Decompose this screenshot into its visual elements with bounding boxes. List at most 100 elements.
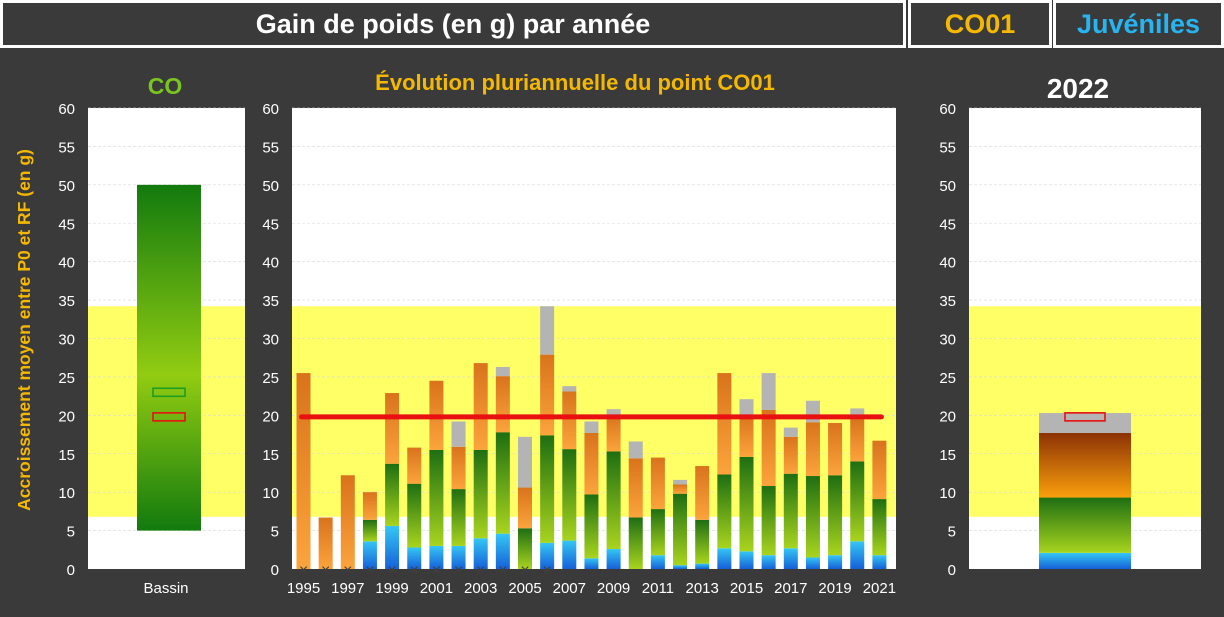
bar-2014-blue bbox=[717, 548, 732, 569]
bar-2006-gray bbox=[540, 306, 555, 355]
bar-2004-green bbox=[495, 432, 510, 534]
x-tick-label: 2005 bbox=[508, 580, 541, 597]
co-y-tick-label: 5 bbox=[67, 524, 75, 541]
cross-marker-2005: × bbox=[520, 562, 529, 579]
main-y-tick-label: 35 bbox=[262, 293, 279, 310]
bar-2010-orange bbox=[628, 458, 643, 518]
year-y-tick-label: 60 bbox=[939, 101, 956, 118]
co-panel-title: CO bbox=[148, 73, 183, 99]
bar-2004-blue bbox=[495, 533, 510, 569]
bar-1998-blue bbox=[362, 541, 377, 569]
bar-2008-blue bbox=[584, 558, 599, 569]
cross-marker-2002: × bbox=[454, 562, 463, 579]
co-y-tick-label: 45 bbox=[58, 216, 75, 233]
bar-2007-green bbox=[562, 449, 577, 541]
y-axis-label: Accroissement moyen entre P0 et RF (en g… bbox=[14, 149, 34, 511]
bar-2011-blue bbox=[650, 555, 665, 569]
header-stage: Juvéniles bbox=[1076, 8, 1201, 39]
year-bar-green bbox=[1039, 497, 1131, 553]
header-code-box: CO01 bbox=[908, 0, 1052, 48]
bar-2019-orange bbox=[828, 423, 843, 476]
co-y-tick-label: 30 bbox=[58, 332, 75, 349]
bar-2009-blue bbox=[606, 549, 621, 569]
cross-marker-2000: × bbox=[410, 562, 419, 579]
main-panel-title: Évolution pluriannuelle du point CO01 bbox=[375, 70, 775, 95]
year-bar-orange bbox=[1039, 433, 1131, 498]
main-y-tick-label: 20 bbox=[262, 408, 279, 425]
bar-2020-orange bbox=[850, 419, 865, 462]
main-y-tick-label: 40 bbox=[262, 255, 279, 272]
co-y-tick-label: 50 bbox=[58, 178, 75, 195]
bar-2002-orange bbox=[451, 446, 466, 490]
bar-2007-gray bbox=[562, 386, 577, 392]
x-tick-label: 2019 bbox=[818, 580, 851, 597]
year-y-tick-label: 25 bbox=[939, 370, 956, 387]
cross-marker-2006: × bbox=[542, 562, 551, 579]
bar-2020-green bbox=[850, 461, 865, 542]
bar-2004-gray bbox=[495, 366, 510, 377]
bar-2016-gray bbox=[761, 373, 776, 410]
bar-2009-green bbox=[606, 451, 621, 550]
main-y-tick-label: 30 bbox=[262, 332, 279, 349]
bar-2016-green bbox=[761, 486, 776, 556]
bar-2012-gray bbox=[673, 479, 688, 485]
bar-2013-orange bbox=[695, 466, 710, 520]
co-y-tick-label: 35 bbox=[58, 293, 75, 310]
year-y-tick-label: 55 bbox=[939, 139, 956, 156]
bar-2015-green bbox=[739, 456, 754, 552]
co-y-tick-label: 10 bbox=[58, 485, 75, 502]
year-y-tick-label: 35 bbox=[939, 293, 956, 310]
bar-2003-green bbox=[473, 449, 488, 539]
x-tick-label: 1997 bbox=[331, 580, 364, 597]
bar-1999-blue bbox=[385, 525, 400, 569]
bar-2018-orange bbox=[805, 422, 820, 477]
year-y-tick-label: 20 bbox=[939, 408, 956, 425]
bar-2013-blue bbox=[695, 563, 710, 569]
bar-2017-orange bbox=[783, 436, 798, 474]
bar-1999-green bbox=[385, 463, 400, 526]
main-y-tick-label: 50 bbox=[262, 178, 279, 195]
year-bar-gray bbox=[1039, 413, 1131, 434]
main-y-tick-label: 45 bbox=[262, 216, 279, 233]
bar-2002-gray bbox=[451, 421, 466, 447]
bar-2018-blue bbox=[805, 557, 820, 569]
main-y-tick-label: 10 bbox=[262, 485, 279, 502]
year-y-tick-label: 40 bbox=[939, 255, 956, 272]
bar-2019-green bbox=[828, 475, 843, 556]
year-y-tick-label: 15 bbox=[939, 447, 956, 464]
x-tick-label: 2009 bbox=[597, 580, 630, 597]
co-y-tick-label: 40 bbox=[58, 255, 75, 272]
bar-2016-blue bbox=[761, 555, 776, 569]
co-y-tick-label: 55 bbox=[58, 139, 75, 156]
bar-2007-blue bbox=[562, 540, 577, 569]
co-marker-green bbox=[152, 387, 186, 398]
bar-2011-orange bbox=[650, 457, 665, 510]
year-y-tick-label: 0 bbox=[948, 562, 956, 579]
bar-2010-gray bbox=[628, 441, 643, 459]
bar-2014-orange bbox=[717, 373, 732, 475]
bar-2021-blue bbox=[872, 555, 887, 569]
x-tick-label: 2001 bbox=[420, 580, 453, 597]
bar-2007-orange bbox=[562, 391, 577, 450]
bar-1997-orange bbox=[340, 475, 355, 569]
year-marker-red bbox=[1064, 412, 1106, 422]
bar-2012-blue bbox=[673, 565, 688, 569]
co-y-tick-label: 25 bbox=[58, 370, 75, 387]
bar-2000-orange bbox=[407, 447, 422, 484]
bar-2002-blue bbox=[451, 545, 466, 569]
bar-2015-gray bbox=[739, 399, 754, 415]
x-tick-label: 2015 bbox=[730, 580, 763, 597]
bar-2020-blue bbox=[850, 541, 865, 569]
year-panel-title: 2022 bbox=[1047, 73, 1109, 104]
cross-marker-2003: × bbox=[476, 562, 485, 579]
bar-2008-green bbox=[584, 494, 599, 559]
x-tick-label: 2021 bbox=[863, 580, 896, 597]
main-y-tick-label: 25 bbox=[262, 370, 279, 387]
bar-2020-gray bbox=[850, 408, 865, 420]
bar-2000-blue bbox=[407, 547, 422, 569]
bar-2005-gray bbox=[518, 436, 532, 488]
co-y-tick-label: 20 bbox=[58, 408, 75, 425]
cross-marker-2004: × bbox=[498, 562, 507, 579]
bar-2001-blue bbox=[429, 545, 444, 569]
